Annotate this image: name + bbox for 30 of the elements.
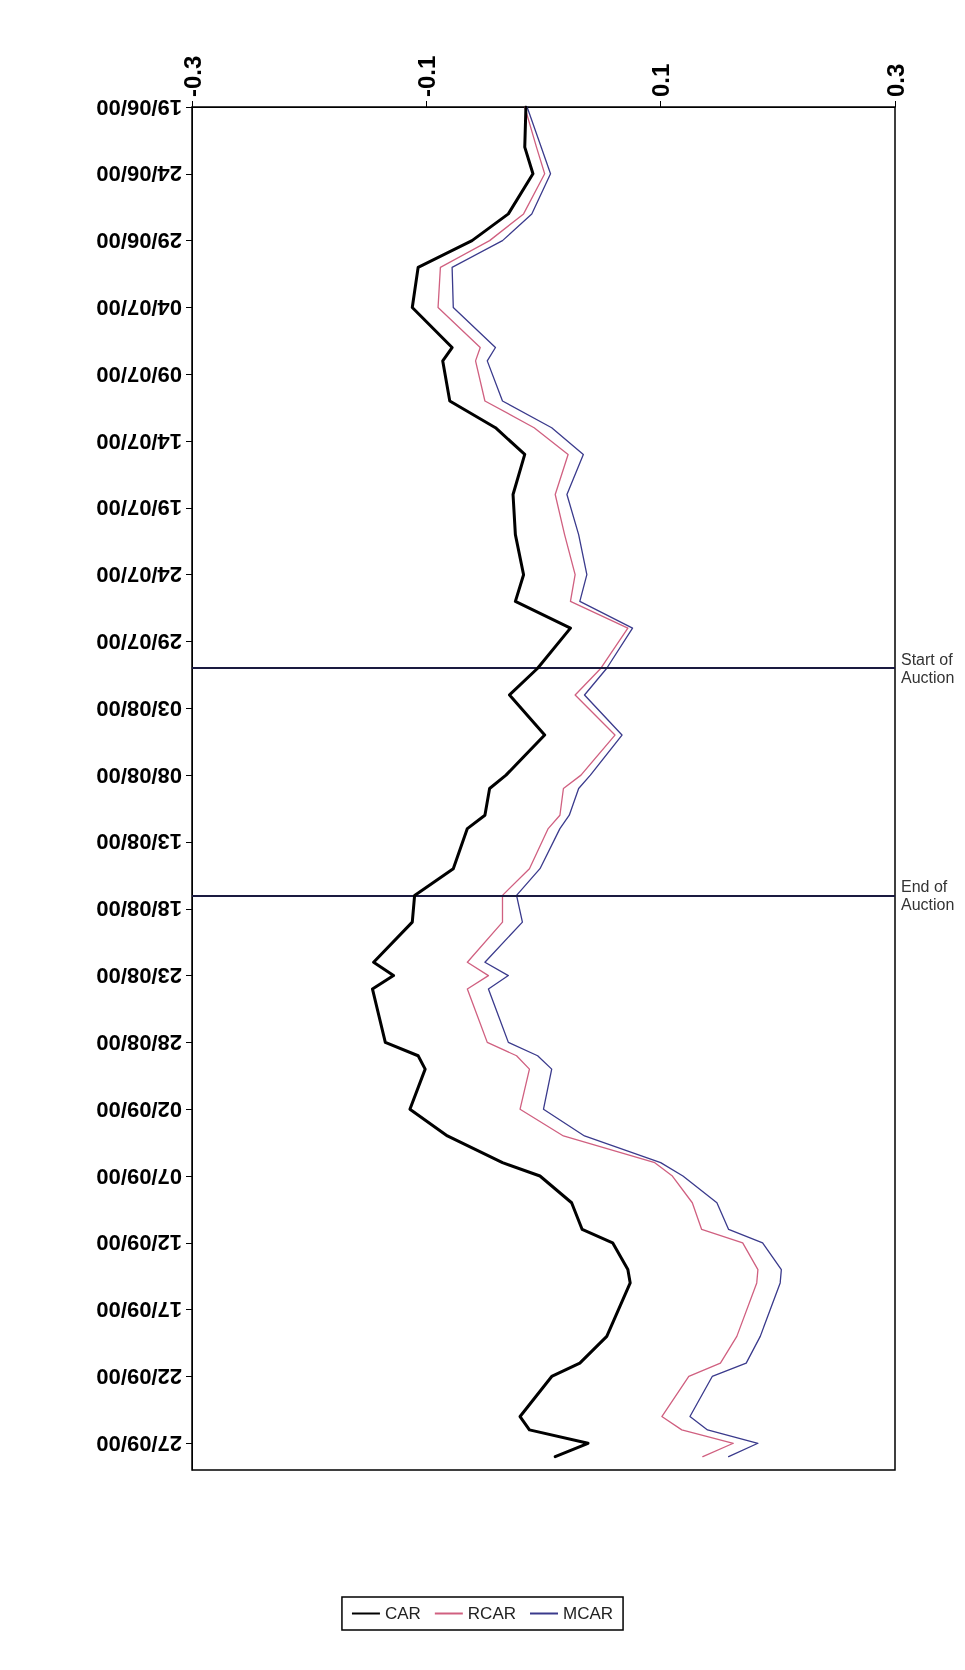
x-tick-label: -0.1 — [412, 55, 440, 97]
y-tick-label: 04/07/00 — [96, 294, 182, 320]
y-tick-label: 02/09/00 — [96, 1096, 182, 1122]
y-tick-label: 13/08/00 — [96, 829, 182, 855]
x-tick-label: 0.3 — [881, 63, 909, 97]
y-tick-label: 22/09/00 — [96, 1363, 182, 1389]
y-tick-label: 03/08/00 — [96, 695, 182, 721]
y-tick-label: 27/09/00 — [96, 1430, 182, 1456]
y-tick-label: 07/09/00 — [96, 1163, 182, 1189]
y-tick-label: 14/07/00 — [96, 428, 182, 454]
x-tick-label: -0.3 — [178, 55, 206, 97]
y-tick-label: 24/06/00 — [96, 161, 182, 187]
y-tick-label: 09/07/00 — [96, 361, 182, 387]
ref-line-label: Start of Auction — [901, 650, 958, 686]
y-tick-label: 23/08/00 — [96, 963, 182, 989]
y-tick-label: 12/09/00 — [96, 1230, 182, 1256]
y-tick-label: 18/08/00 — [96, 896, 182, 922]
legend-label: CAR — [384, 1604, 421, 1623]
y-tick-label: 24/07/00 — [96, 562, 182, 588]
legend-label: MCAR — [563, 1604, 614, 1623]
ref-line-label: End of Auction — [901, 877, 955, 913]
legend-label: RCAR — [467, 1604, 517, 1623]
y-tick-label: 08/08/00 — [96, 762, 182, 788]
y-tick-label: 29/06/00 — [96, 228, 182, 254]
y-tick-label: 19/07/00 — [96, 495, 182, 521]
y-tick-label: 28/08/00 — [96, 1029, 182, 1055]
x-tick-label: 0.1 — [647, 63, 675, 97]
y-tick-label: 17/09/00 — [96, 1297, 182, 1323]
y-tick-label: 29/07/00 — [96, 629, 182, 655]
y-tick-label: 19/06/00 — [96, 94, 182, 120]
